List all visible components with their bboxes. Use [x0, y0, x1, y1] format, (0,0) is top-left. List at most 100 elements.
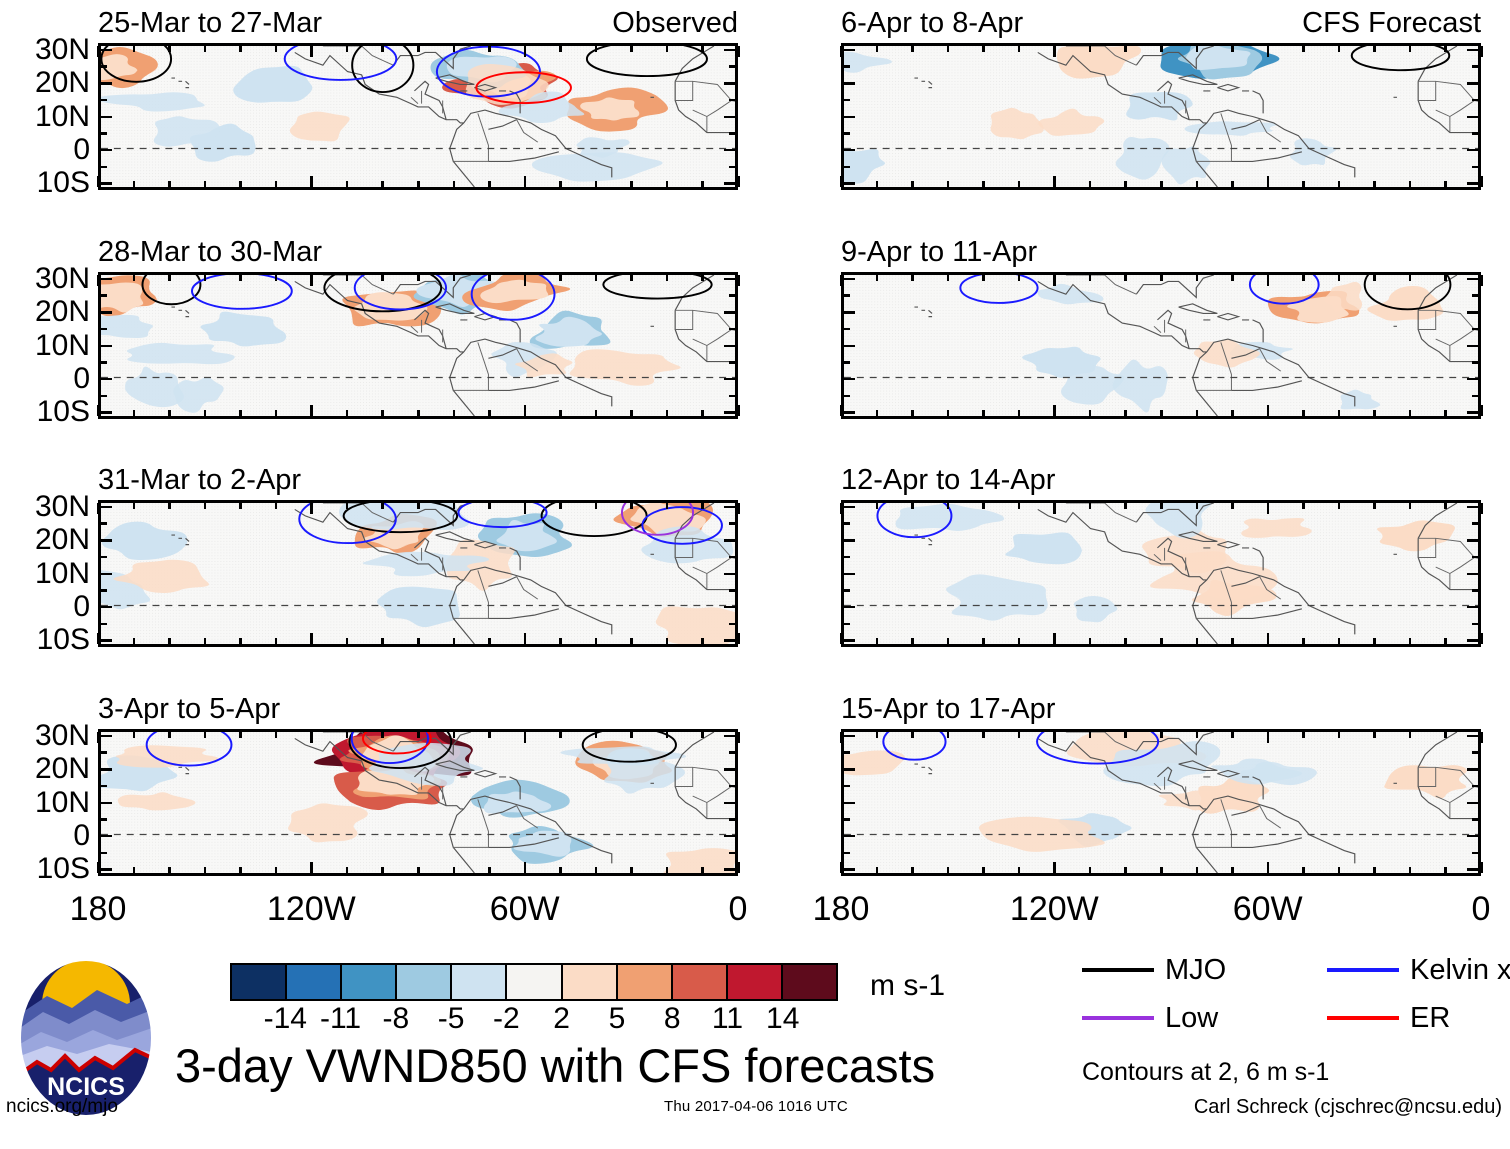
x-tick [310, 503, 313, 514]
x-tick [665, 867, 669, 873]
x-tick [1408, 181, 1412, 187]
y-axis-labels: 30N 20N 10N 0 10S [6, 720, 98, 884]
panel-title: 25-Mar to 27-Mar [98, 7, 323, 39]
legend-entry-er: ER [1327, 1003, 1450, 1033]
x-tick [523, 46, 527, 57]
y-tick [729, 394, 735, 398]
y-tick [101, 622, 107, 626]
map-panel-8[interactable]: 15-Apr to 17-Apr [840, 695, 1483, 876]
map-panel-3[interactable]: 28-Mar to 30-Mar 30N 20N 10N 0 10S [35, 238, 740, 427]
x-tick [1444, 181, 1447, 187]
map-panel-1[interactable]: 25-Mar to 27-Mar Observed 30N 20N 10N 0 10S [35, 9, 740, 198]
x-tick [1160, 181, 1163, 187]
anomaly-shade [445, 539, 515, 591]
map-area[interactable] [98, 500, 738, 647]
y-tick [844, 327, 850, 331]
legend-entry-kelvin: Kelvin x2 [1327, 955, 1510, 985]
x-tick [417, 275, 420, 281]
y-axis-label: 10S [36, 166, 90, 200]
x-tick [452, 410, 456, 416]
x-tick [168, 275, 171, 281]
y-tick [724, 734, 735, 738]
anomaly-shade [655, 606, 735, 644]
y-tick [724, 639, 735, 642]
x-tick [594, 732, 598, 738]
y-tick [844, 851, 850, 855]
map-panel-2[interactable]: 6-Apr to 8-Apr CFS Forecast [840, 9, 1483, 190]
y-axis-label: 10N [34, 328, 90, 362]
x-tick [345, 503, 349, 509]
colorbar-cell-8 [672, 965, 728, 999]
x-tick [665, 410, 669, 416]
x-tick [701, 46, 704, 52]
x-tick [630, 732, 633, 738]
x-tick [488, 46, 491, 52]
x-tick [946, 181, 950, 187]
map-panel-7[interactable]: 3-Apr to 5-Apr 30N 20N 10N 0 10S [35, 695, 740, 884]
map-panel-5[interactable]: 31-Mar to 2-Apr 30N 20N 10N 0 10S [35, 466, 740, 655]
x-tick [310, 862, 313, 873]
colorbar-cell-3 [397, 965, 453, 999]
map-area[interactable] [98, 43, 738, 190]
colorbar-cell-4 [452, 965, 508, 999]
x-tick [1195, 732, 1199, 738]
x-tick [594, 410, 598, 416]
x-tick [1088, 410, 1092, 416]
x-tick [1160, 732, 1163, 738]
map-area[interactable] [841, 500, 1481, 647]
wave-contour-mjo [1363, 275, 1452, 311]
generation-timestamp: Thu 2017-04-06 1016 UTC [664, 1098, 848, 1115]
x-tick [239, 867, 242, 873]
site-url[interactable]: ncics.org/mjo [6, 1096, 118, 1117]
colorbar-cell-7 [617, 965, 673, 999]
anomaly-shade [531, 152, 663, 183]
x-tick [452, 275, 456, 281]
map-area[interactable] [841, 43, 1481, 190]
wave-contour-kelvin-x2 [350, 732, 429, 764]
colorbar-cell-2 [342, 965, 398, 999]
x-tick [946, 638, 950, 644]
x-tick [1088, 732, 1092, 738]
x-tick [1017, 638, 1021, 644]
x-tick [488, 275, 491, 281]
map-area[interactable] [841, 272, 1481, 419]
x-tick [1124, 638, 1127, 644]
y-tick [1467, 277, 1478, 281]
map-panel-4[interactable]: 9-Apr to 11-Apr [840, 238, 1483, 419]
x-tick [1266, 46, 1270, 57]
x-tick [97, 275, 100, 286]
x-tick [1124, 732, 1127, 738]
x-tick [875, 181, 879, 187]
x-tick [452, 732, 456, 738]
anomaly-shade [288, 803, 368, 843]
map-area[interactable] [98, 272, 738, 419]
er-line-icon [1327, 1016, 1399, 1020]
anomaly-shade [844, 51, 892, 73]
x-tick [381, 638, 384, 644]
x-tick [594, 275, 598, 281]
x-tick [1160, 867, 1163, 873]
wave-contour-kelvin-x2 [283, 46, 398, 81]
y-axis-label: 10N [34, 785, 90, 819]
anomaly-shade [289, 111, 350, 142]
wave-contour-mjo [348, 732, 453, 770]
x-tick [1124, 410, 1127, 416]
x-tick [840, 503, 843, 514]
x-tick [1017, 732, 1021, 738]
map-area[interactable] [841, 729, 1481, 876]
x-tick [911, 867, 914, 873]
map-panel-6[interactable]: 12-Apr to 14-Apr [840, 466, 1483, 647]
y-tick [1467, 801, 1478, 804]
anomaly-shade [1367, 286, 1444, 322]
panel-title: 6-Apr to 8-Apr [841, 7, 1024, 39]
anomaly-shade [580, 97, 640, 121]
mjo-line-icon [1082, 968, 1154, 972]
x-tick [1302, 275, 1305, 281]
x-tick [559, 410, 562, 416]
x-tick [1337, 46, 1341, 52]
map-area[interactable] [98, 729, 738, 876]
x-tick [310, 46, 313, 57]
y-axis-label: 10N [34, 99, 90, 133]
x-tick [559, 181, 562, 187]
anomaly-shade [233, 65, 313, 103]
